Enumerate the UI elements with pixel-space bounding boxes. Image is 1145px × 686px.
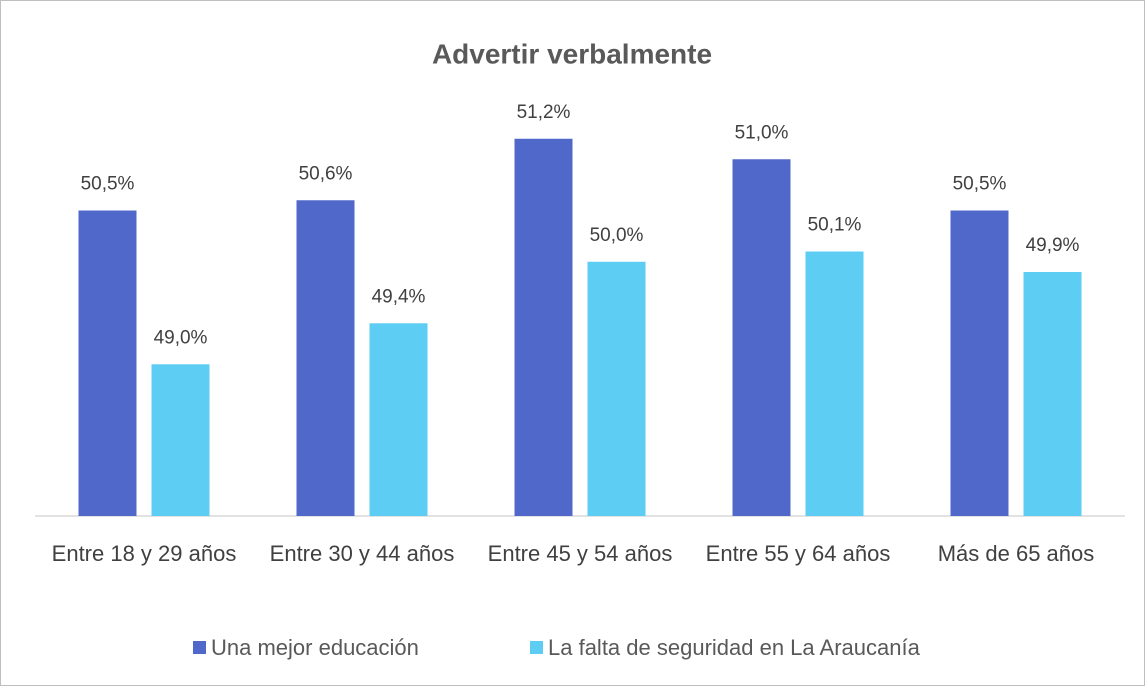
data-label: 51,0% [735,122,789,143]
bar [950,210,1009,516]
bar [296,200,355,517]
x-tick-label: Entre 18 y 29 años [51,541,237,566]
bar [151,364,210,516]
data-label: 50,5% [81,174,135,195]
bar [369,323,428,516]
bar [78,210,137,516]
bar [514,138,573,516]
bar [732,159,791,516]
x-tick-label: Más de 65 años [937,541,1095,566]
legend-swatch [530,641,543,654]
x-tick-label: Entre 30 y 44 años [269,541,455,566]
bar [805,251,864,517]
data-label: 50,5% [953,174,1007,195]
data-label: 49,9% [1026,235,1080,256]
x-tick-label: Entre 55 y 64 años [705,541,891,566]
data-label: 51,2% [517,102,571,123]
data-label: 49,4% [372,286,426,307]
legend-label: La falta de seguridad en La Araucanía [548,635,921,660]
bar [1023,272,1082,516]
bar [587,261,646,516]
data-label: 50,1% [808,215,862,236]
data-label: 50,6% [299,163,353,184]
data-label: 49,0% [154,327,208,348]
legend-swatch [193,641,206,654]
legend-label: Una mejor educación [211,635,419,660]
chart-title: Advertir verbalmente [432,38,712,69]
data-label: 50,0% [590,225,644,246]
x-tick-label: Entre 45 y 54 años [487,541,673,566]
